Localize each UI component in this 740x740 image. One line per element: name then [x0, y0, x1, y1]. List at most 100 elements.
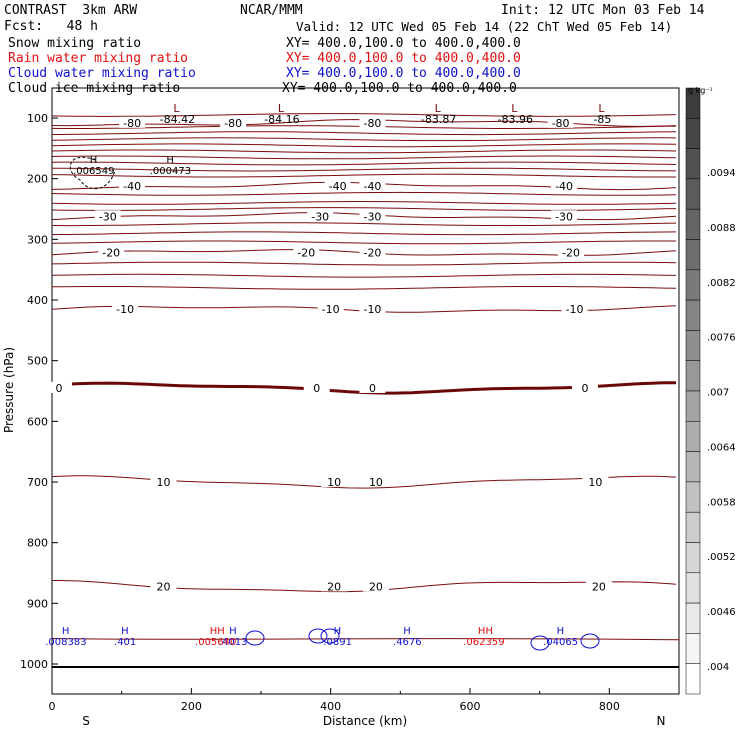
ice-high-value: .000473 — [150, 166, 191, 177]
colorbar-step — [685, 633, 701, 664]
contour-label-bg — [324, 179, 351, 191]
cloud-water-high-marker: H — [62, 626, 70, 637]
cloud-water-contour — [580, 633, 600, 649]
contour-label: -80 — [123, 117, 141, 130]
contour-label: -20 — [562, 247, 580, 260]
cloud-water-contour — [530, 635, 550, 651]
init-time: Init: 12 UTC Mon 03 Feb 14 — [501, 3, 705, 18]
cloud-water-high-value: .4013 — [219, 637, 248, 648]
contour-label-bg — [119, 179, 146, 191]
contour-label-bg — [359, 381, 386, 393]
y-tick-label: 700 — [27, 476, 48, 489]
colorbar-step — [685, 451, 701, 483]
contour-label: 0 — [581, 382, 588, 395]
contour-label-bg — [150, 580, 177, 592]
cloud-water-high-marker: H — [121, 626, 129, 637]
low-value: -84.16 — [264, 113, 299, 126]
contour-label: -10 — [116, 303, 134, 316]
isotherm-line — [51, 137, 677, 142]
contour-label-bg — [317, 303, 344, 315]
contour-label: -30 — [555, 210, 573, 223]
contour-label-bg — [220, 116, 247, 128]
low-marker: L — [278, 102, 285, 115]
ice-high-value: .006549 — [73, 166, 114, 177]
y-axis-label: Pressure (hPa) — [2, 347, 16, 433]
organization: NCAR/MMM — [240, 3, 303, 18]
contour-label-bg — [321, 580, 348, 592]
x-tick-label: 800 — [599, 700, 620, 713]
low-marker: L — [435, 102, 442, 115]
cloud-water-high-marker: H — [229, 626, 237, 637]
low-marker: L — [598, 102, 605, 115]
contour-label: -30 — [99, 210, 117, 223]
contour-label: -20 — [297, 247, 315, 260]
contour-label-bg — [307, 210, 334, 222]
isotherm-line — [51, 273, 677, 278]
contour-label-bg — [558, 246, 585, 258]
y-tick-label: 300 — [27, 233, 48, 246]
field-xy-cloud-water: XY= 400.0,100.0 to 400.0,400.0 — [286, 66, 521, 81]
colorbar-step — [685, 663, 701, 695]
contour-label: -30 — [363, 210, 381, 223]
contour-label: 0 — [369, 382, 376, 395]
surface-contour — [51, 638, 680, 641]
cloud-water-high-marker: H — [557, 626, 565, 637]
contour-label: -40 — [555, 180, 573, 193]
model-title: CONTRAST 3km ARW — [4, 3, 138, 18]
isotherm-line — [51, 286, 677, 290]
colorbar-tick-label: .0082 — [707, 278, 736, 289]
isotherm-line — [51, 201, 677, 205]
rain-high-value: .062359 — [463, 637, 504, 648]
cloud-ice-contour — [69, 156, 116, 190]
contour-label-bg — [585, 580, 612, 592]
colorbar-step — [685, 360, 701, 392]
contour-label: -10 — [322, 303, 340, 316]
contour-label-bg — [98, 246, 125, 258]
contour-label: -30 — [311, 210, 329, 223]
valid-time: Valid: 12 UTC Wed 05 Feb 14 (22 ChT Wed … — [296, 19, 673, 34]
isotherm-line — [51, 240, 676, 245]
contour-label: 10 — [369, 476, 383, 489]
contour-label-bg — [112, 303, 139, 315]
isotherm-line — [51, 149, 677, 154]
contour-label-bg — [359, 303, 386, 315]
cloud-water-high-value: .401 — [114, 637, 136, 648]
rain-high-marker: HH — [478, 626, 493, 637]
isotherm-line — [51, 231, 677, 236]
contour-label: 20 — [369, 580, 383, 593]
colorbar-step — [685, 542, 701, 574]
colorbar-tick-label: .007 — [707, 388, 729, 399]
isotherm-line — [51, 167, 677, 172]
low-marker: L — [511, 102, 518, 115]
x-tick-label: 600 — [460, 700, 481, 713]
cloud-water-high-value: .0891 — [323, 637, 352, 648]
ice-high-marker: H — [90, 155, 98, 166]
isotherm-line — [51, 113, 677, 117]
x-tick-label: 0 — [49, 700, 56, 713]
contour-label: -40 — [329, 180, 347, 193]
contour-label-bg — [303, 381, 330, 393]
colorbar-step — [685, 299, 701, 331]
contour-label: 10 — [156, 476, 170, 489]
cloud-water-high-value: .04065 — [543, 637, 578, 648]
ice-high-marker: H — [166, 155, 174, 166]
contour-label-bg — [582, 476, 609, 487]
colorbar-step — [685, 208, 701, 240]
contour-label: 10 — [588, 476, 602, 489]
forecast-hour: Fcst: 48 h — [4, 19, 98, 34]
y-tick-label: 100 — [27, 112, 48, 125]
contour-label-bg — [293, 246, 320, 258]
field-xy-rain: XY= 400.0,100.0 to 400.0,400.0 — [286, 51, 521, 66]
cloud-water-contour — [320, 628, 340, 644]
isotherm-line — [51, 161, 677, 166]
cloud-water-contour — [308, 628, 328, 644]
isotherm-line — [52, 131, 677, 136]
contour-label-bg — [571, 381, 598, 393]
contour-label: 0 — [313, 382, 320, 395]
contour-label-bg — [359, 179, 386, 191]
cloud-water-high-value: .008383 — [45, 637, 86, 648]
contour-label: -20 — [102, 247, 120, 260]
contour-label: -80 — [224, 117, 242, 130]
rain-high-marker: HH — [210, 626, 225, 637]
contour-label-bg — [362, 476, 389, 487]
